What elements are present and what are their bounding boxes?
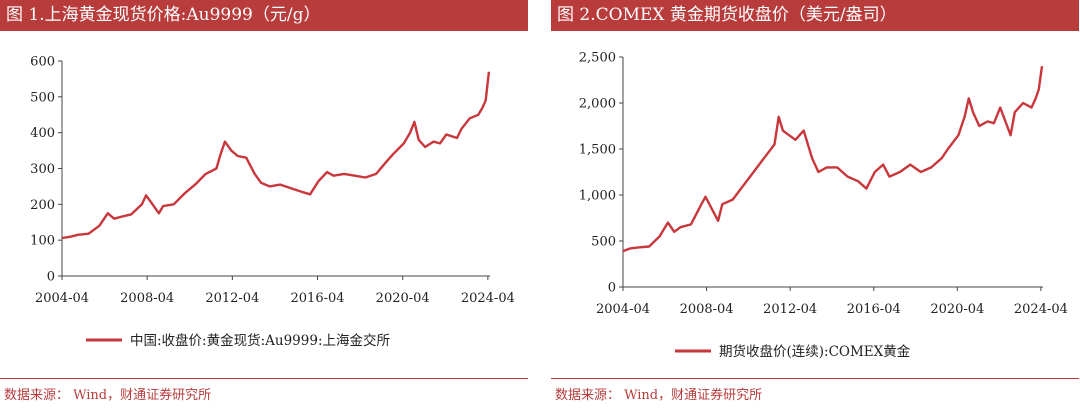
y-tick-label: 100 xyxy=(30,234,55,249)
x-tick-label: 2020-04 xyxy=(930,302,984,317)
x-tick-label: 2020-04 xyxy=(376,291,430,306)
x-tick-label: 2004-04 xyxy=(35,291,89,306)
x-tick-label: 2012-04 xyxy=(205,291,259,306)
y-tick-label: 1,000 xyxy=(579,189,616,204)
chart-right: 0 500 1,000 1,500 2,000 2,500 2004-04 2008-04 20… xyxy=(579,51,1068,361)
y-tick-label: 2,000 xyxy=(579,97,616,112)
source-divider xyxy=(0,378,528,379)
x-tick-label: 2008-04 xyxy=(120,291,174,306)
y-tick-label: 600 xyxy=(30,55,55,70)
source-divider xyxy=(551,378,1079,379)
series-line xyxy=(622,66,1044,253)
x-tick-label: 2024-04 xyxy=(461,291,515,306)
chart-left: 0 100 200 300 400 500 600 2004-04 2008-04 2012-04… xyxy=(30,55,515,350)
y-tick-label: 500 xyxy=(591,235,616,250)
y-tick-label: 2,500 xyxy=(579,51,616,66)
source-note: 数据来源： Wind，财通证券研究所 xyxy=(555,388,763,403)
y-tick-label: 200 xyxy=(30,198,55,213)
x-tick-label: 2016-04 xyxy=(291,291,345,306)
y-tick-label: 500 xyxy=(30,90,55,105)
x-tick-label: 2008-04 xyxy=(680,302,734,317)
y-tick-label: 0 xyxy=(47,270,55,285)
x-tick-label: 2004-04 xyxy=(596,302,650,317)
legend: 中国:收盘价:黄金现货:Au9999:上海金交所 xyxy=(86,332,390,349)
y-tick-label: 300 xyxy=(30,162,55,177)
chart-panel-right: 图 2.COMEX 黄金期货收盘价（美元/盎司） 0 500 1,000 1,500 2… xyxy=(551,0,1079,409)
y-tick-label: 0 xyxy=(608,281,616,296)
x-tick-label: 2016-04 xyxy=(847,302,901,317)
y-tick-label: 400 xyxy=(30,126,55,141)
legend-label: 中国:收盘价:黄金现货:Au9999:上海金交所 xyxy=(130,332,390,349)
y-tick-label: 1,500 xyxy=(579,143,616,158)
x-tick-label: 2024-04 xyxy=(1014,302,1068,317)
legend-label: 期货收盘价(连续):COMEX黄金 xyxy=(719,343,911,360)
x-tick-label: 2012-04 xyxy=(763,302,817,317)
legend: 期货收盘价(连续):COMEX黄金 xyxy=(675,343,911,360)
source-note: 数据来源： Wind，财通证券研究所 xyxy=(4,388,212,403)
chart-title: 图 2.COMEX 黄金期货收盘价（美元/盎司） xyxy=(551,0,1079,31)
chart-panel-left: 图 1.上海黄金现货价格:Au9999（元/g） 0 100 200 300 400 50… xyxy=(0,0,528,409)
series-line xyxy=(61,71,491,240)
chart-title: 图 1.上海黄金现货价格:Au9999（元/g） xyxy=(0,0,528,31)
